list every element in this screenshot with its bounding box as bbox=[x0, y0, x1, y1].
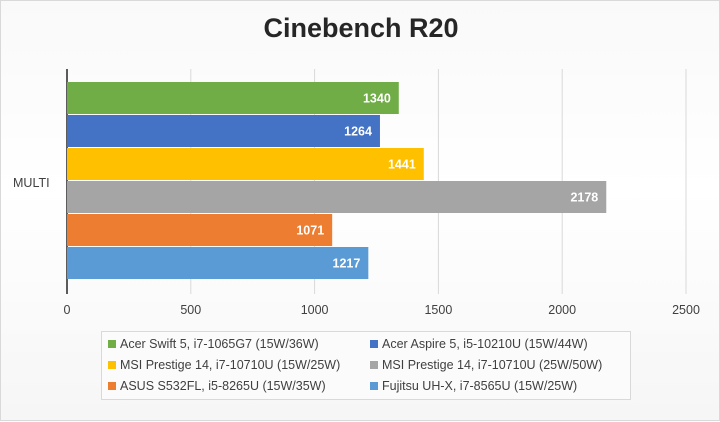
legend-swatch bbox=[370, 340, 378, 348]
bar bbox=[67, 214, 333, 246]
legend-label: Acer Aspire 5, i5-10210U (15W/44W) bbox=[382, 337, 588, 351]
data-label: 1264 bbox=[344, 125, 372, 139]
data-label: 1340 bbox=[363, 92, 391, 106]
chart-title: Cinebench R20 bbox=[263, 13, 459, 43]
data-label: 1441 bbox=[388, 158, 416, 172]
legend-label: MSI Prestige 14, i7-10710U (15W/25W) bbox=[120, 358, 341, 372]
legend-swatch bbox=[108, 382, 116, 390]
x-tick-label: 1500 bbox=[424, 303, 452, 317]
x-tick-label: 1000 bbox=[301, 303, 329, 317]
bar bbox=[67, 115, 380, 147]
x-tick-label: 0 bbox=[64, 303, 71, 317]
legend-item: Acer Aspire 5, i5-10210U (15W/44W) bbox=[370, 337, 632, 351]
chart-legend: Acer Swift 5, i7-1065G7 (15W/36W) Acer As… bbox=[101, 331, 631, 400]
data-label: 1071 bbox=[296, 224, 324, 238]
legend-item: Acer Swift 5, i7-1065G7 (15W/36W) bbox=[108, 337, 370, 351]
legend-swatch bbox=[370, 361, 378, 369]
x-tick-label: 500 bbox=[180, 303, 201, 317]
category-label: MULTI bbox=[13, 176, 50, 190]
x-tick-label: 2000 bbox=[548, 303, 576, 317]
legend-item: ASUS S532FL, i5-8265U (15W/35W) bbox=[108, 379, 370, 393]
bar bbox=[67, 247, 369, 279]
data-label: 2178 bbox=[570, 191, 598, 205]
bar bbox=[67, 82, 399, 114]
x-tick-label: 2500 bbox=[672, 303, 700, 317]
legend-item: MSI Prestige 14, i7-10710U (25W/50W) bbox=[370, 358, 632, 372]
bar bbox=[67, 181, 607, 213]
legend-swatch bbox=[370, 382, 378, 390]
legend-label: MSI Prestige 14, i7-10710U (25W/50W) bbox=[382, 358, 603, 372]
legend-label: Acer Swift 5, i7-1065G7 (15W/36W) bbox=[120, 337, 319, 351]
legend-swatch bbox=[108, 340, 116, 348]
legend-item: Fujitsu UH-X, i7-8565U (15W/25W) bbox=[370, 379, 632, 393]
data-label: 1217 bbox=[333, 257, 361, 271]
legend-swatch bbox=[108, 361, 116, 369]
legend-item: MSI Prestige 14, i7-10710U (15W/25W) bbox=[108, 358, 370, 372]
legend-label: ASUS S532FL, i5-8265U (15W/35W) bbox=[120, 379, 326, 393]
legend-label: Fujitsu UH-X, i7-8565U (15W/25W) bbox=[382, 379, 578, 393]
bar bbox=[67, 148, 424, 180]
